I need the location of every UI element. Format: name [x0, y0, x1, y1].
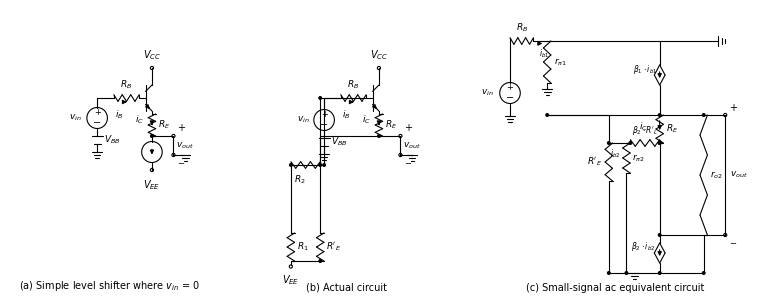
Text: +: +: [94, 108, 101, 118]
Circle shape: [290, 164, 292, 166]
Text: $R_E$: $R_E$: [666, 123, 679, 135]
Text: $-$: $-$: [729, 237, 737, 246]
Text: $R_B$: $R_B$: [348, 78, 359, 91]
Text: $v_{out}$: $v_{out}$: [177, 140, 194, 151]
Text: $V_{BB}$: $V_{BB}$: [331, 136, 348, 148]
Circle shape: [608, 272, 610, 274]
Circle shape: [629, 142, 632, 144]
Text: $V_{CC}$: $V_{CC}$: [143, 48, 161, 62]
Text: +: +: [729, 103, 737, 113]
Text: $V_{BB}$: $V_{BB}$: [104, 134, 120, 146]
Circle shape: [608, 142, 610, 144]
Text: $V_{EE}$: $V_{EE}$: [144, 178, 161, 192]
Text: $i_C$: $i_C$: [639, 120, 648, 132]
Circle shape: [658, 114, 661, 116]
Text: $\beta_2 \cdot i_{b2}$: $\beta_2 \cdot i_{b2}$: [632, 240, 656, 253]
Text: $R_B$: $R_B$: [120, 78, 133, 91]
Circle shape: [658, 234, 661, 236]
Text: $R'_E$: $R'_E$: [326, 241, 341, 253]
Text: $r_{\pi 1}$: $r_{\pi 1}$: [554, 56, 566, 68]
Text: $r_{o2}$: $r_{o2}$: [710, 169, 723, 181]
Text: (a) Simple level shifter where $v_{in}$ = 0: (a) Simple level shifter where $v_{in}$ …: [20, 279, 201, 293]
Circle shape: [378, 135, 380, 137]
Text: $R_E$: $R_E$: [159, 119, 170, 131]
Text: $R_2$: $R_2$: [294, 173, 305, 185]
Circle shape: [658, 142, 661, 144]
Text: (b) Actual circuit: (b) Actual circuit: [306, 283, 387, 293]
Text: −: −: [506, 93, 514, 103]
Text: $i_{b1}$: $i_{b1}$: [540, 48, 550, 61]
Text: (c) Small-signal ac equivalent circuit: (c) Small-signal ac equivalent circuit: [526, 283, 704, 293]
Text: $R'_E$: $R'_E$: [587, 156, 602, 168]
Text: +: +: [177, 123, 185, 133]
Circle shape: [151, 135, 153, 137]
Circle shape: [319, 164, 322, 166]
Text: $i_B$: $i_B$: [342, 108, 351, 121]
Text: $i_B$: $i_B$: [115, 108, 123, 121]
Circle shape: [658, 142, 661, 144]
Text: $R_1$: $R_1$: [297, 241, 308, 253]
Text: $v_{in}$: $v_{in}$: [480, 88, 494, 98]
Text: $v_{out}$: $v_{out}$: [730, 170, 748, 180]
Circle shape: [319, 97, 322, 99]
Text: $i_C$: $i_C$: [135, 114, 144, 126]
Text: $R_E$: $R_E$: [385, 119, 398, 131]
Text: $V_{CC}$: $V_{CC}$: [370, 48, 388, 62]
Text: $-$: $-$: [405, 158, 412, 167]
Text: $r_{\pi 2}$: $r_{\pi 2}$: [633, 152, 645, 164]
Text: +: +: [405, 123, 412, 133]
Circle shape: [625, 272, 628, 274]
Text: $\beta_1 \cdot i_{b1}$: $\beta_1 \cdot i_{b1}$: [633, 62, 658, 75]
Text: $V_{EE}$: $V_{EE}$: [282, 274, 299, 288]
Text: −: −: [93, 118, 102, 128]
Circle shape: [702, 114, 705, 116]
Text: $v_{out}$: $v_{out}$: [403, 140, 421, 151]
Text: $i_{b2}$: $i_{b2}$: [610, 147, 621, 159]
Text: $v_{in}$: $v_{in}$: [69, 113, 81, 123]
Text: $v_{in}$: $v_{in}$: [297, 115, 309, 125]
Circle shape: [702, 272, 705, 274]
Text: +: +: [507, 83, 513, 92]
Text: −: −: [320, 121, 328, 131]
Circle shape: [323, 164, 326, 166]
Circle shape: [319, 260, 322, 262]
Text: $i_C$: $i_C$: [362, 114, 371, 126]
Circle shape: [658, 272, 661, 274]
Text: +: +: [321, 111, 327, 119]
Circle shape: [546, 114, 548, 116]
Text: $-$: $-$: [177, 158, 186, 167]
Text: $\beta_2 \cdot R'_L$: $\beta_2 \cdot R'_L$: [632, 124, 658, 136]
Text: $R_B$: $R_B$: [515, 22, 528, 35]
